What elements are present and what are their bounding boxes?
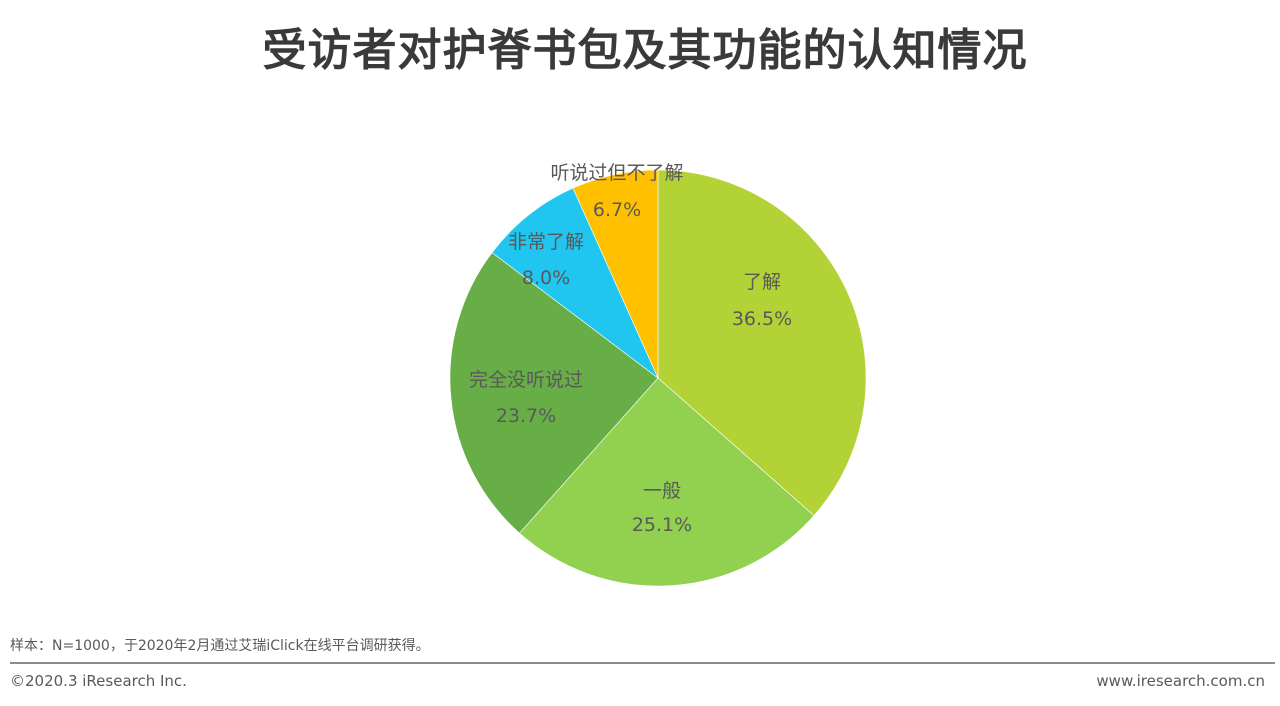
pie-slice: [449, 252, 659, 534]
slice-label-value: 6.7%: [593, 199, 641, 221]
slice-label-value: 36.5%: [732, 308, 792, 330]
pie-slice: [491, 187, 659, 379]
slice-label-name: 非常了解: [508, 231, 584, 253]
chart-title: 受访者对护脊书包及其功能的认知情况: [262, 25, 1028, 76]
slice-label-name: 听说过但不了解: [550, 162, 683, 184]
slice-label-value: 25.1%: [632, 514, 692, 536]
copyright-text: ©2020.3 iResearch Inc.: [10, 672, 187, 690]
sample-note: 样本：N=1000，于2020年2月通过艾瑞iClick在线平台调研获得。: [10, 638, 430, 654]
slice-label-name: 了解: [743, 271, 781, 293]
pie-labels: 了解 36.5% 一般 25.1% 完全没听说过 23.7% 非常了解 8.0%…: [469, 162, 792, 536]
slice-label-name: 完全没听说过: [469, 369, 583, 391]
slice-label-value: 23.7%: [496, 405, 556, 427]
footer-divider: [10, 662, 1275, 664]
pie-slice: [657, 169, 867, 516]
pie-slice: [572, 169, 659, 379]
website-link[interactable]: www.iresearch.com.cn: [1096, 672, 1265, 690]
pie-slices: [449, 169, 867, 587]
slice-label-name: 一般: [643, 480, 681, 502]
slice-label-value: 8.0%: [522, 267, 570, 289]
pie-slice: [519, 377, 815, 587]
